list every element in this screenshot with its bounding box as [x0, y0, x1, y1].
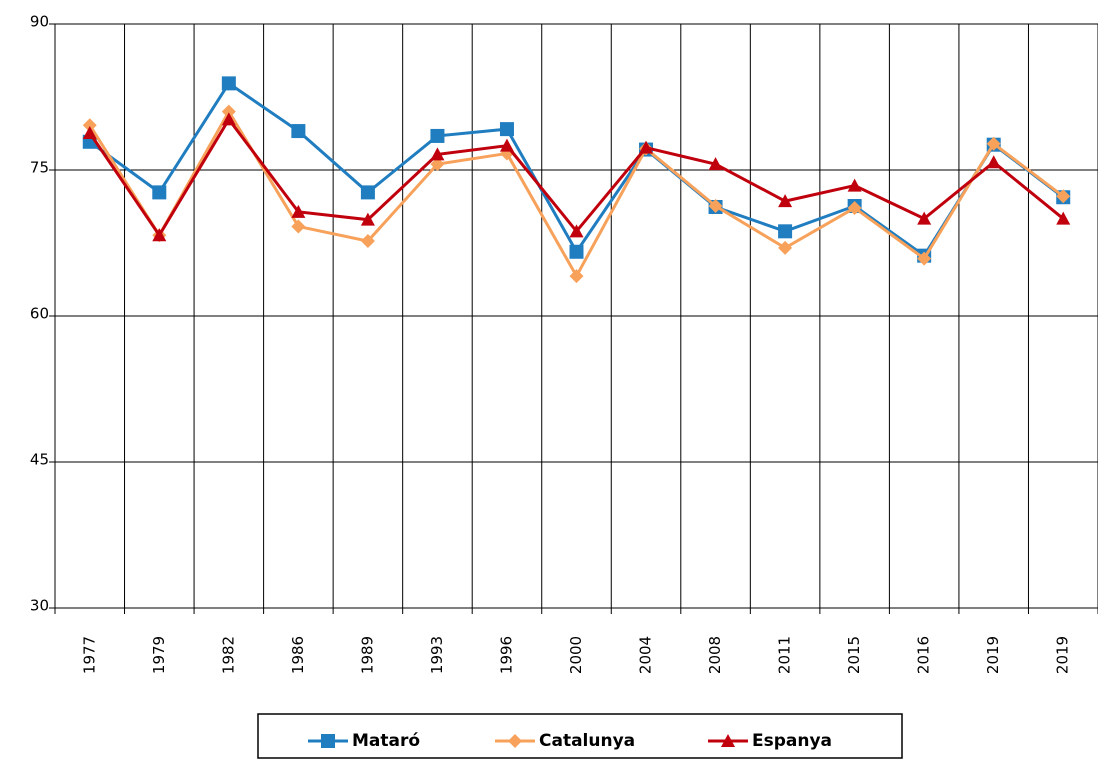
x-tick-label: 1982 — [219, 636, 237, 674]
marker — [430, 147, 445, 161]
y-tick-label: 75 — [30, 159, 49, 177]
x-tick-label: 1996 — [497, 636, 515, 674]
marker — [508, 734, 522, 748]
marker — [82, 126, 97, 140]
x-tick-label: 2004 — [637, 636, 655, 674]
x-tick-label: 2008 — [706, 636, 724, 674]
marker — [569, 269, 584, 284]
y-tick-label: 90 — [30, 13, 49, 31]
x-tick-label: 2019 — [984, 636, 1002, 674]
marker — [291, 219, 306, 234]
marker — [778, 224, 793, 239]
x-tick-label: 2015 — [845, 636, 863, 674]
x-tick-label: 2019 — [1054, 636, 1072, 674]
x-tick-label: 1977 — [80, 636, 98, 674]
marker — [221, 112, 236, 126]
y-tick-label: 30 — [30, 597, 49, 615]
x-tick-label: 2016 — [915, 636, 933, 674]
legend-label: Mataró — [352, 731, 420, 751]
marker — [986, 155, 1001, 169]
marker — [499, 122, 514, 137]
marker — [1056, 189, 1071, 204]
marker — [152, 228, 167, 242]
marker — [847, 178, 862, 192]
x-tick-label: 1989 — [358, 636, 376, 674]
marker — [639, 140, 654, 154]
x-tick-label: 2000 — [567, 636, 585, 674]
legend-box — [257, 713, 903, 759]
marker — [499, 138, 514, 152]
marker — [1056, 211, 1071, 225]
marker — [430, 157, 445, 172]
marker — [321, 734, 335, 748]
marker — [221, 76, 236, 91]
marker — [569, 224, 584, 238]
legend-label: Espanya — [752, 731, 832, 751]
marker — [360, 212, 375, 226]
marker — [291, 204, 306, 218]
y-tick-label: 60 — [30, 305, 49, 323]
marker — [847, 200, 862, 215]
marker — [778, 194, 793, 208]
marker — [778, 240, 793, 255]
x-tick-label: 1993 — [428, 636, 446, 674]
marker — [708, 157, 723, 171]
marker — [708, 199, 723, 214]
marker — [360, 234, 375, 249]
marker — [82, 118, 97, 133]
legend-label: Catalunya — [539, 731, 635, 751]
marker — [917, 211, 932, 225]
marker — [291, 124, 306, 139]
marker — [152, 185, 167, 200]
marker — [569, 244, 584, 259]
series — [82, 112, 1071, 242]
series-line — [88, 116, 1065, 238]
x-tick-label: 1979 — [150, 636, 168, 674]
x-tick-label: 1986 — [289, 636, 307, 674]
marker — [430, 128, 445, 143]
marker — [917, 251, 932, 266]
x-tick-label: 2011 — [776, 636, 794, 674]
marker — [360, 185, 375, 200]
marker — [721, 734, 735, 747]
marker — [221, 104, 236, 119]
marker — [986, 136, 1001, 151]
y-tick-label: 45 — [30, 451, 49, 469]
